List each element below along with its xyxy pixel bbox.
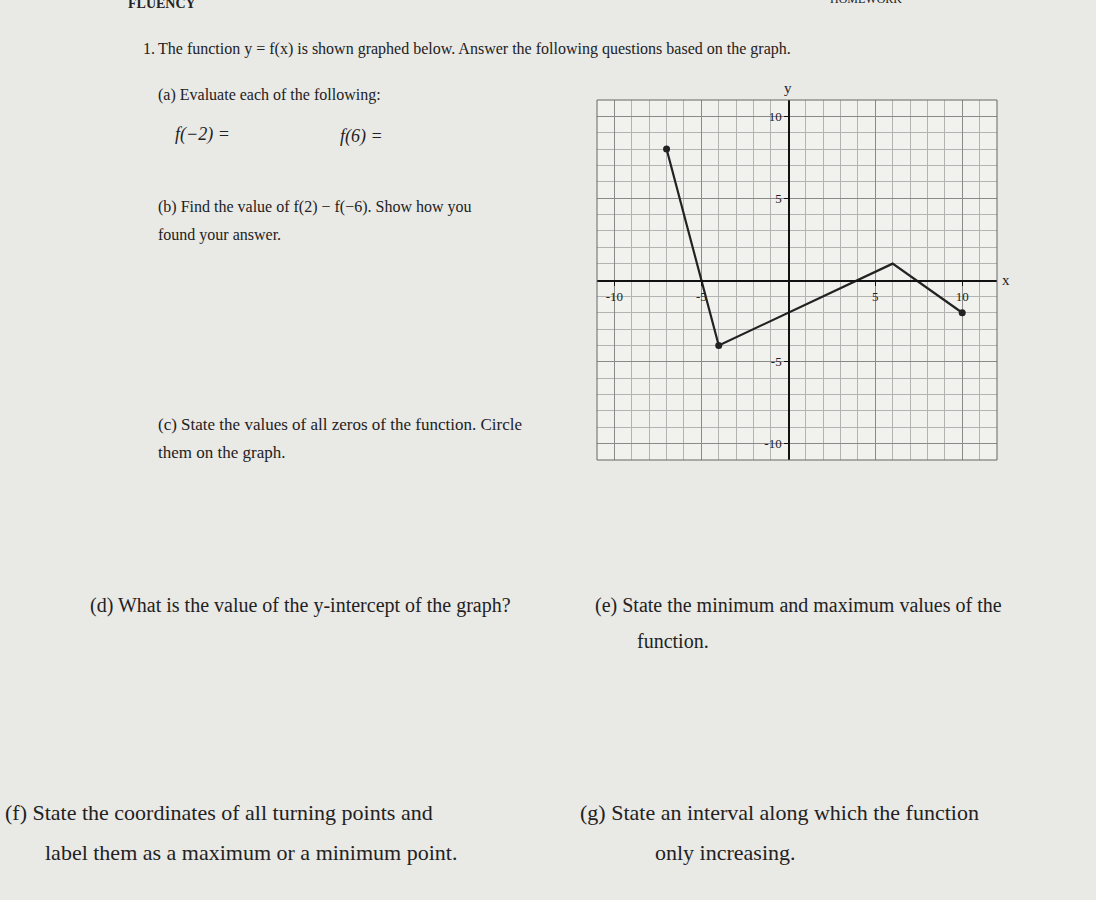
html-text:f(6) =: f(6) = xyxy=(340,126,383,146)
svg-text:5: 5 xyxy=(775,191,782,206)
html-text:(d) What is the value of the y: (d) What is the value of the y-intercept… xyxy=(90,594,511,616)
html-text:(f) State the coordinates of a: (f) State the coordinates of all turning… xyxy=(5,800,433,825)
html-text:1. The function y = f(x) is sh: 1. The function y = f(x) is shown graphe… xyxy=(143,40,791,57)
svg-text:x: x xyxy=(1002,272,1010,288)
html-text:only increasing.: only increasing. xyxy=(655,840,796,865)
svg-text:5: 5 xyxy=(872,289,879,304)
svg-text:-10: -10 xyxy=(606,289,623,304)
svg-text:-5: -5 xyxy=(771,354,782,369)
html-text:label them as a maximum or a m: label them as a maximum or a minimum poi… xyxy=(45,840,458,865)
html-text:found your answer.: found your answer. xyxy=(158,226,282,243)
svg-text:-5: -5 xyxy=(696,289,707,304)
html-text:them on the graph.: them on the graph. xyxy=(158,443,286,462)
html-text:(b) Find the value of f(2) − f: (b) Find the value of f(2) − f(−6). Show… xyxy=(158,198,472,215)
html-text:f(−2) =: f(−2) = xyxy=(175,124,230,144)
html-text:(a) Evaluate each of the follo: (a) Evaluate each of the following: xyxy=(158,86,381,103)
svg-text:10: 10 xyxy=(769,109,782,124)
svg-text:y: y xyxy=(784,80,792,96)
html-text:(c) State the values of all ze: (c) State the values of all zeros of the… xyxy=(158,415,522,434)
svg-text:-10: -10 xyxy=(764,436,781,451)
html-text:(e) State the minimum and maxi: (e) State the minimum and maximum values… xyxy=(595,594,1002,616)
svg-text:10: 10 xyxy=(956,289,969,304)
html-text:(g) State an interval along wh: (g) State an interval along which the fu… xyxy=(580,800,979,825)
html-text:function.: function. xyxy=(637,630,709,652)
